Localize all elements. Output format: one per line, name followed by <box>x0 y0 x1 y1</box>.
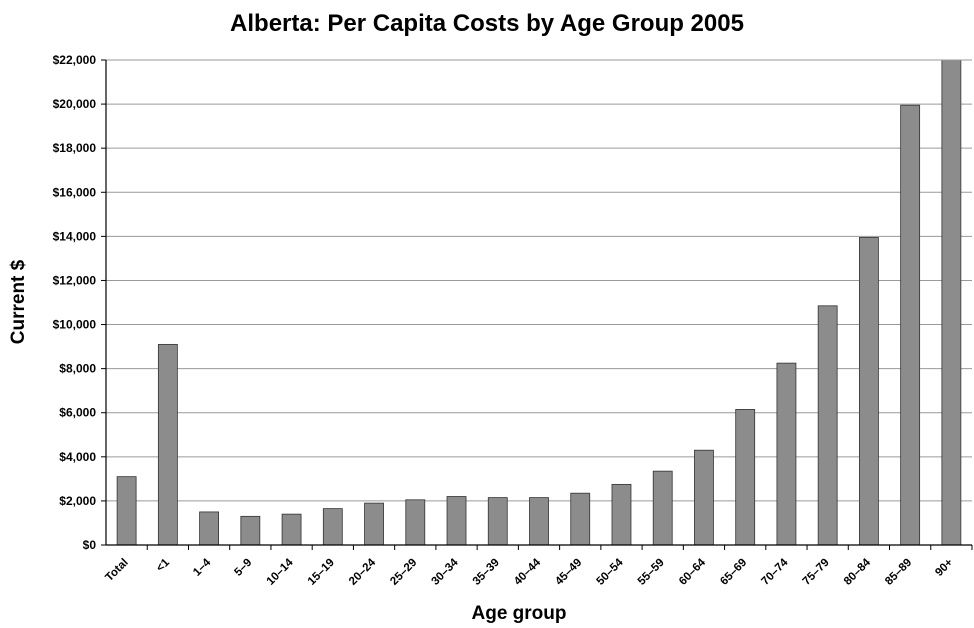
bar <box>240 515 261 546</box>
bars <box>116 59 962 546</box>
x-tick-label: 60–64 <box>677 556 709 588</box>
y-tick-label: $2,000 <box>59 494 96 508</box>
x-tick-label: 30–34 <box>430 556 462 588</box>
x-tick-label: 10–14 <box>265 556 297 588</box>
bar <box>941 59 962 546</box>
x-tick-label: 25–29 <box>388 557 419 588</box>
y-tick-label: $16,000 <box>53 185 97 199</box>
bar <box>611 483 632 546</box>
x-tick-label: 55–59 <box>636 557 667 588</box>
x-tick-label: <1 <box>154 556 172 574</box>
y-tick-label: $12,000 <box>53 273 97 287</box>
x-tick-label: 70–74 <box>759 556 791 588</box>
y-tick-label: $0 <box>83 538 97 552</box>
x-tick-labels: Total <1 1–4 5–9 10–14 15–19 20–24 25–29 30–34 35… <box>103 556 955 588</box>
y-tick-label: $4,000 <box>59 450 96 464</box>
x-tick-label: 35–39 <box>471 557 502 588</box>
bar <box>817 305 838 546</box>
bar <box>364 502 384 546</box>
y-tick-labels: $0 $2,000 $4,000 $6,000 $8,000 $10,000 $12,000… <box>53 53 97 552</box>
x-tick-label: Total <box>103 557 130 584</box>
bar <box>859 237 879 546</box>
bar <box>570 492 591 546</box>
bar <box>487 497 508 546</box>
axes <box>101 59 973 550</box>
x-tick-label: 40–44 <box>512 556 544 588</box>
bar <box>322 508 343 546</box>
x-tick-label: 75–79 <box>801 557 832 588</box>
y-tick-label: $18,000 <box>53 141 97 155</box>
x-tick-label: 15–19 <box>306 557 337 588</box>
x-tick-label: 45–49 <box>553 557 584 588</box>
x-axis-label: Age group <box>471 603 567 624</box>
y-tick-label: $8,000 <box>59 362 96 376</box>
y-tick-label: $20,000 <box>53 97 97 111</box>
y-tick-label: $22,000 <box>53 53 97 67</box>
x-tick-label: 90+ <box>933 556 955 578</box>
x-tick-label: 20–24 <box>347 556 379 588</box>
x-tick-label: 65–69 <box>718 557 749 588</box>
bar <box>446 496 467 546</box>
y-tick-label: $6,000 <box>59 406 96 420</box>
bar <box>652 470 673 546</box>
bar <box>735 409 756 546</box>
x-tick-label: 80–84 <box>842 556 874 588</box>
y-tick-label: $10,000 <box>53 318 97 332</box>
x-tick-label: 85–89 <box>883 557 914 588</box>
x-tick-label: 1–4 <box>191 556 213 578</box>
grid-lines <box>106 59 972 502</box>
bar <box>281 513 302 546</box>
bar <box>157 343 178 546</box>
bar <box>116 476 137 546</box>
bar <box>199 511 219 546</box>
bar <box>405 499 426 546</box>
x-tick-label: 5–9 <box>232 557 254 579</box>
y-tick-label: $14,000 <box>53 229 97 243</box>
bar <box>776 362 797 546</box>
chart-title: Alberta: Per Capita Costs by Age Group 2… <box>230 10 744 37</box>
bar <box>694 449 714 546</box>
bar <box>529 497 549 546</box>
x-tick-label: 50–54 <box>594 556 626 588</box>
bar <box>900 104 921 546</box>
